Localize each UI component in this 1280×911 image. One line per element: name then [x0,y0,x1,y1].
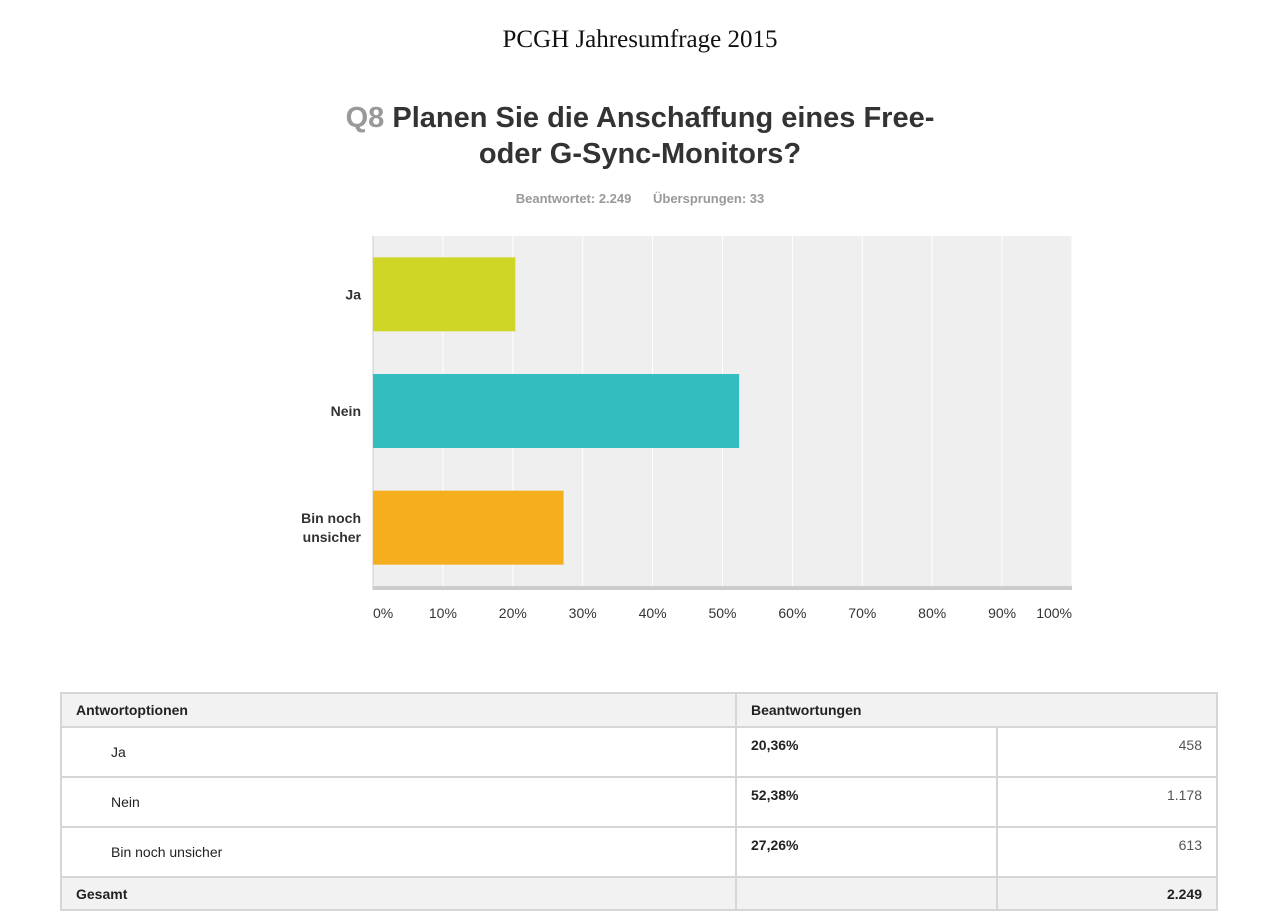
table-row: Ja 20,36% 458 [60,726,1218,778]
answered-count: Beantwortet: 2.249 [515,191,632,206]
row-label: Ja [60,726,737,778]
skipped-count: Übersprungen: 33 [652,191,765,206]
question-number: Q8 [345,102,385,134]
x-tick-label: 50% [708,605,736,621]
bar-2 [373,374,740,448]
row-count: 458 [996,726,1218,778]
row-percent: 20,36% [734,726,999,778]
x-tick-label: 10% [429,605,457,621]
row-label: Bin noch unsicher [60,826,737,878]
x-tick-label: 90% [988,605,1016,621]
total-label: Gesamt [60,876,737,911]
category-label: Bin noch [301,510,361,526]
category-label: unsicher [303,529,362,545]
table-row: Bin noch unsicher 27,26% 613 [60,826,1218,878]
bar-3 [373,490,564,565]
bar-1 [373,257,516,332]
x-axis-line [373,586,1072,590]
row-count: 613 [996,826,1218,878]
row-count: 1.178 [996,776,1218,828]
x-tick-label: 80% [918,605,946,621]
table-header-row: Antwortoptionen Beantwortungen [60,692,1218,728]
x-tick-label: 40% [639,605,667,621]
x-tick-label: 70% [848,605,876,621]
question-text-line1: Planen Sie die Anschaffung eines Free- [392,102,935,134]
total-spacer [734,876,999,911]
total-count: 2.249 [996,876,1218,911]
category-label: Nein [331,403,361,419]
header-answer-options: Antwortoptionen [60,692,737,728]
response-stats: Beantwortet: 2.249 Übersprungen: 33 [0,191,1280,206]
header-responses: Beantwortungen [735,692,1218,728]
response-table: Antwortoptionen Beantwortungen Ja 20,36%… [60,692,1218,911]
bar-chart: Ja Nein Bin noch unsicher 0% 10% 20% 30% 40% 50% 6… [301,236,1073,621]
table-row: Nein 52,38% 1.178 [60,776,1218,828]
question-text-line2: oder G-Sync-Monitors? [478,138,802,170]
question-title: Q8 Planen Sie die Anschaffung eines Free… [290,100,990,172]
row-percent: 52,38% [734,776,999,828]
row-percent: 27,26% [734,826,999,878]
x-tick-label: 100% [1036,605,1072,621]
row-label: Nein [60,776,737,828]
x-tick-label: 30% [569,605,597,621]
category-label: Ja [345,286,361,302]
x-tick-label: 0% [373,605,393,621]
table-total-row: Gesamt 2.249 [60,876,1218,911]
x-tick-label: 60% [778,605,806,621]
document-title: PCGH Jahresumfrage 2015 [502,26,778,53]
x-tick-label: 20% [499,605,527,621]
